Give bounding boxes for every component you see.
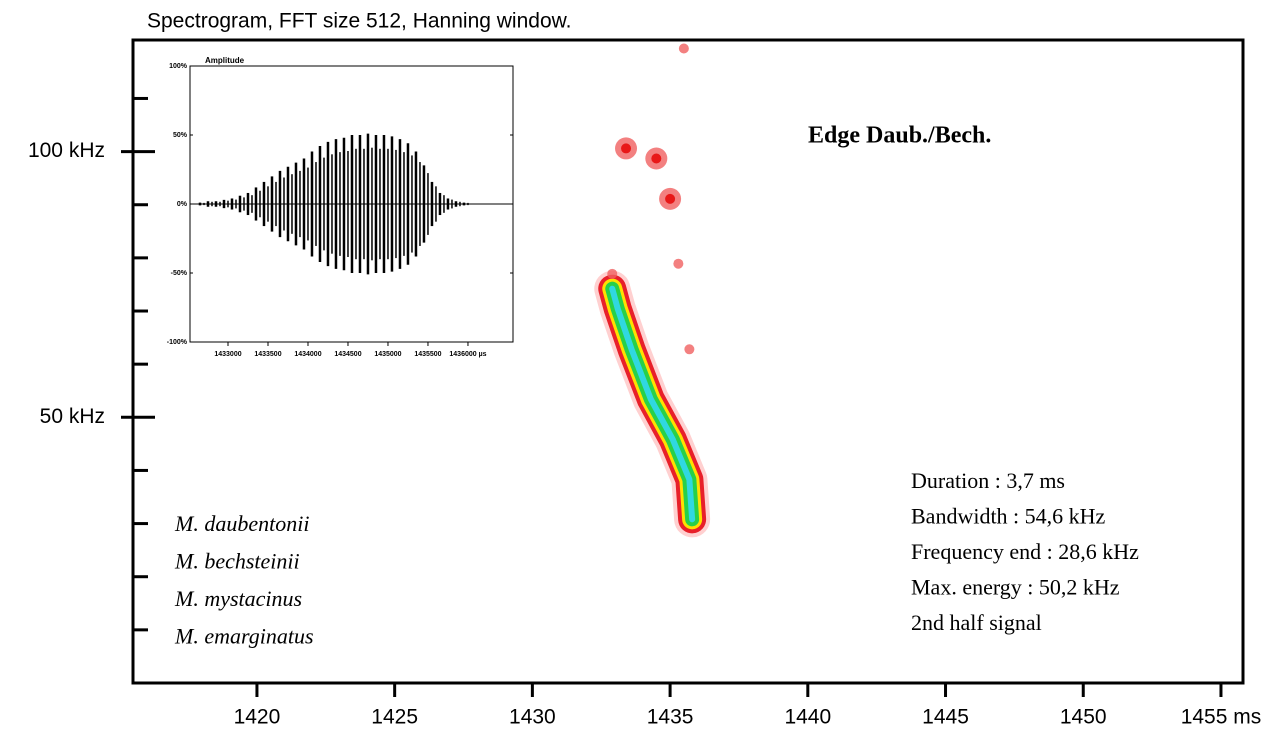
x-tick-label: 1440	[784, 706, 831, 729]
inset-y-tick-label: 50%	[173, 132, 188, 139]
inset-x-tick-label: 1435500	[414, 351, 441, 358]
x-tick-label: 1455 ms	[1181, 706, 1262, 729]
fragment	[607, 268, 618, 279]
inset-x-tick-label: 1434000	[294, 351, 321, 358]
measurement: Bandwidth : 54,6 kHz	[911, 504, 1106, 529]
x-tick-label: 1430	[509, 706, 556, 729]
y-tick-label: 50 kHz	[40, 405, 105, 428]
inset-x-tick-label: 1436000 µs	[449, 351, 486, 358]
fragment	[678, 43, 689, 54]
species-name: M. bechsteinii	[174, 549, 300, 574]
call-label: Edge Daub./Bech.	[808, 123, 991, 149]
fragment-core	[621, 143, 632, 154]
fragment-core	[651, 153, 662, 164]
inset-x-tick-label: 1435000	[374, 351, 401, 358]
inset-x-tick-label: 1433500	[254, 351, 281, 358]
inset-y-tick-label: -50%	[171, 270, 188, 277]
species-name: M. emarginatus	[174, 624, 314, 649]
inset-y-tick-label: 0%	[177, 201, 188, 208]
call-energy	[609, 285, 696, 523]
measurement: 2nd half signal	[911, 610, 1042, 635]
chart-title: Spectrogram, FFT size 512, Hanning windo…	[147, 10, 571, 33]
x-tick-label: 1435	[647, 706, 694, 729]
fragment	[673, 258, 684, 269]
x-tick-label: 1445	[922, 706, 969, 729]
measurement: Max. energy : 50,2 kHz	[911, 575, 1120, 600]
plot-frame	[131, 38, 1245, 685]
inset-ylabel: Amplitude	[205, 56, 245, 65]
measurement: Duration : 3,7 ms	[911, 468, 1065, 493]
measurement: Frequency end : 28,6 kHz	[911, 539, 1139, 564]
inset-x-tick-label: 1433000	[214, 351, 241, 358]
inset-x-tick-label: 1434500	[334, 351, 361, 358]
y-tick-label: 100 kHz	[28, 139, 105, 162]
fragment-core	[665, 193, 676, 204]
x-tick-label: 1425	[371, 706, 418, 729]
species-name: M. mystacinus	[174, 586, 302, 611]
inset-y-tick-label: -100%	[167, 339, 188, 346]
x-tick-label: 1420	[234, 706, 281, 729]
inset-y-tick-label: 100%	[169, 63, 188, 70]
species-name: M. daubentonii	[174, 511, 309, 536]
fragment	[684, 344, 695, 355]
x-tick-label: 1450	[1060, 706, 1107, 729]
